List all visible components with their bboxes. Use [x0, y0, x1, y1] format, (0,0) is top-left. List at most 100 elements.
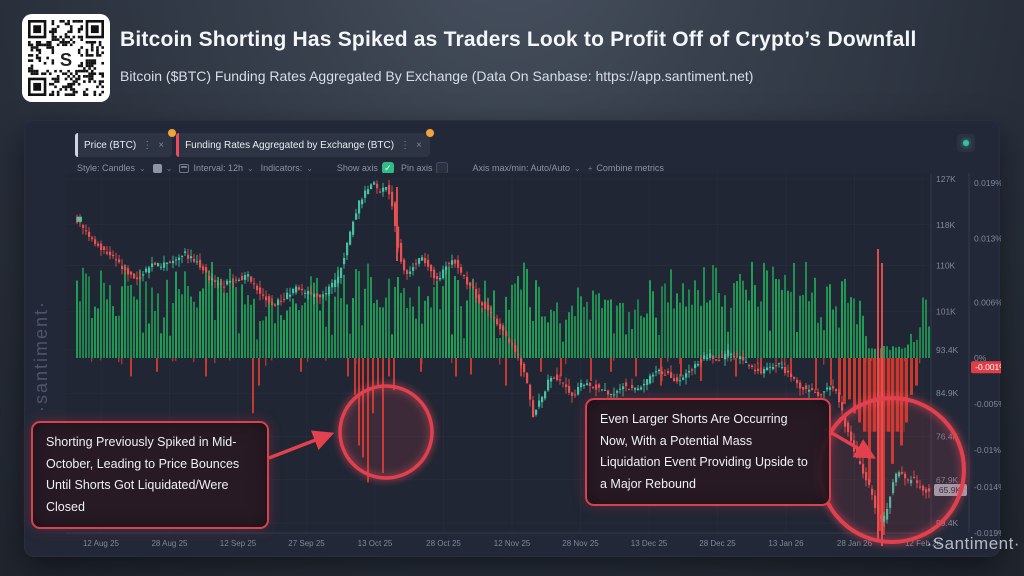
qr-module — [72, 88, 76, 91]
candle-body — [742, 357, 745, 361]
candle-color-selector[interactable]: ⌄ — [152, 163, 172, 173]
funding-bar-negative-small — [265, 358, 267, 366]
qr-module — [48, 72, 52, 76]
candle-body — [520, 358, 523, 365]
qr-module — [90, 75, 94, 78]
tab-price-btc[interactable]: Price (BTC) ⋮ × — [75, 128, 178, 157]
candle-body — [550, 377, 553, 382]
tab-close-icon[interactable]: × — [416, 139, 422, 151]
funding-bar-negative-small — [307, 358, 309, 362]
qr-module — [90, 77, 94, 81]
candle-body — [568, 385, 571, 393]
qr-module — [85, 51, 89, 55]
funding-bar-negative — [887, 358, 890, 432]
candle-body — [187, 254, 190, 259]
funding-bar-negative-small — [757, 358, 759, 365]
funding-bar-positive — [229, 268, 231, 358]
funding-bar-positive — [910, 333, 912, 358]
percent-axis-label: 0% — [974, 353, 987, 363]
funding-bar-negative-small — [784, 358, 786, 366]
candle-body — [856, 448, 859, 458]
qr-module — [96, 51, 99, 55]
candle-body — [373, 182, 376, 185]
candle-body — [763, 369, 766, 374]
candle-body — [175, 259, 178, 261]
candle-body — [349, 231, 352, 245]
qr-module — [72, 75, 76, 78]
funding-bar-positive — [670, 269, 672, 358]
candle-body — [211, 278, 214, 281]
candle-body — [259, 287, 262, 294]
funding-bar-positive — [715, 267, 717, 358]
candle-body — [586, 383, 589, 386]
funding-bar-positive — [142, 332, 144, 358]
qr-module — [90, 54, 94, 57]
tab-menu-icon[interactable]: ⋮ — [142, 139, 153, 151]
candle-body — [904, 473, 907, 479]
qr-module — [90, 40, 94, 44]
tab-funding-rates[interactable]: Funding Rates Aggregated by Exchange (BT… — [176, 128, 435, 157]
qr-module — [98, 80, 102, 83]
funding-bar-positive — [757, 306, 759, 358]
candle-body — [919, 486, 922, 488]
funding-bar-negative — [868, 358, 871, 483]
funding-bar-negative — [635, 358, 637, 377]
tab-close-icon[interactable]: × — [158, 139, 165, 151]
funding-bar-positive — [118, 315, 120, 358]
funding-bar-positive — [268, 299, 270, 358]
show-axis-checkbox[interactable]: ✓ — [381, 162, 394, 174]
qr-module — [101, 80, 104, 83]
funding-bar-positive — [232, 278, 234, 358]
qr-module — [101, 85, 104, 89]
qr-module — [28, 59, 31, 62]
style-selector[interactable]: Style: Candles ⌄ — [77, 163, 146, 173]
funding-bar-positive — [904, 347, 906, 358]
show-axis-toggle[interactable]: Show axis ✓ — [337, 162, 394, 174]
qr-module — [75, 20, 78, 23]
funding-bar-positive — [253, 298, 255, 358]
axis-maxmin-selector[interactable]: Axis max/min: Auto/Auto ⌄ — [472, 163, 580, 173]
funding-bar-positive — [505, 296, 507, 358]
funding-bar-positive — [784, 274, 786, 358]
candle-body — [745, 361, 748, 363]
tab-menu-icon[interactable]: ⋮ — [400, 139, 411, 151]
funding-bar-positive — [895, 347, 897, 358]
candle-body — [517, 353, 520, 355]
interval-selector[interactable]: Interval: 12h ⌄ — [179, 163, 254, 173]
indicators-selector[interactable]: Indicators: ⌄ — [261, 163, 313, 173]
candle-body — [601, 389, 604, 391]
candle-body — [331, 282, 334, 288]
candle-body — [397, 226, 400, 248]
funding-bar-positive — [577, 287, 579, 358]
funding-bar-positive — [301, 305, 303, 358]
candle-body — [796, 379, 799, 384]
qr-module — [90, 48, 94, 52]
funding-bar-negative — [735, 358, 737, 377]
funding-bar-negative — [130, 358, 132, 377]
qr-module — [80, 35, 84, 39]
candle-body — [367, 189, 370, 194]
qr-module — [51, 22, 55, 26]
candle-body — [712, 355, 715, 360]
candle-body — [805, 385, 808, 389]
candle-body — [163, 262, 166, 268]
funding-bar-positive — [160, 333, 162, 358]
candle-body — [685, 373, 688, 378]
qr-module — [69, 25, 73, 28]
candle-body — [634, 387, 637, 390]
candle-body — [628, 388, 631, 390]
candle-body — [814, 391, 817, 393]
x-axis-label: 28 Nov 25 — [562, 539, 599, 548]
qr-module — [48, 40, 52, 44]
funding-bar-positive — [808, 301, 810, 358]
funding-bar-negative — [354, 358, 356, 395]
funding-bar-negative-small — [355, 358, 357, 365]
candle-body — [622, 386, 625, 390]
funding-bar-positive — [193, 301, 195, 358]
chart-settings-button[interactable] — [957, 134, 975, 152]
funding-bar-positive — [445, 269, 447, 358]
percent-current-badge — [971, 361, 1001, 374]
qr-module — [64, 40, 68, 44]
combine-metrics-button[interactable]: + Combine metrics — [588, 163, 664, 173]
funding-bar-positive — [739, 273, 741, 358]
